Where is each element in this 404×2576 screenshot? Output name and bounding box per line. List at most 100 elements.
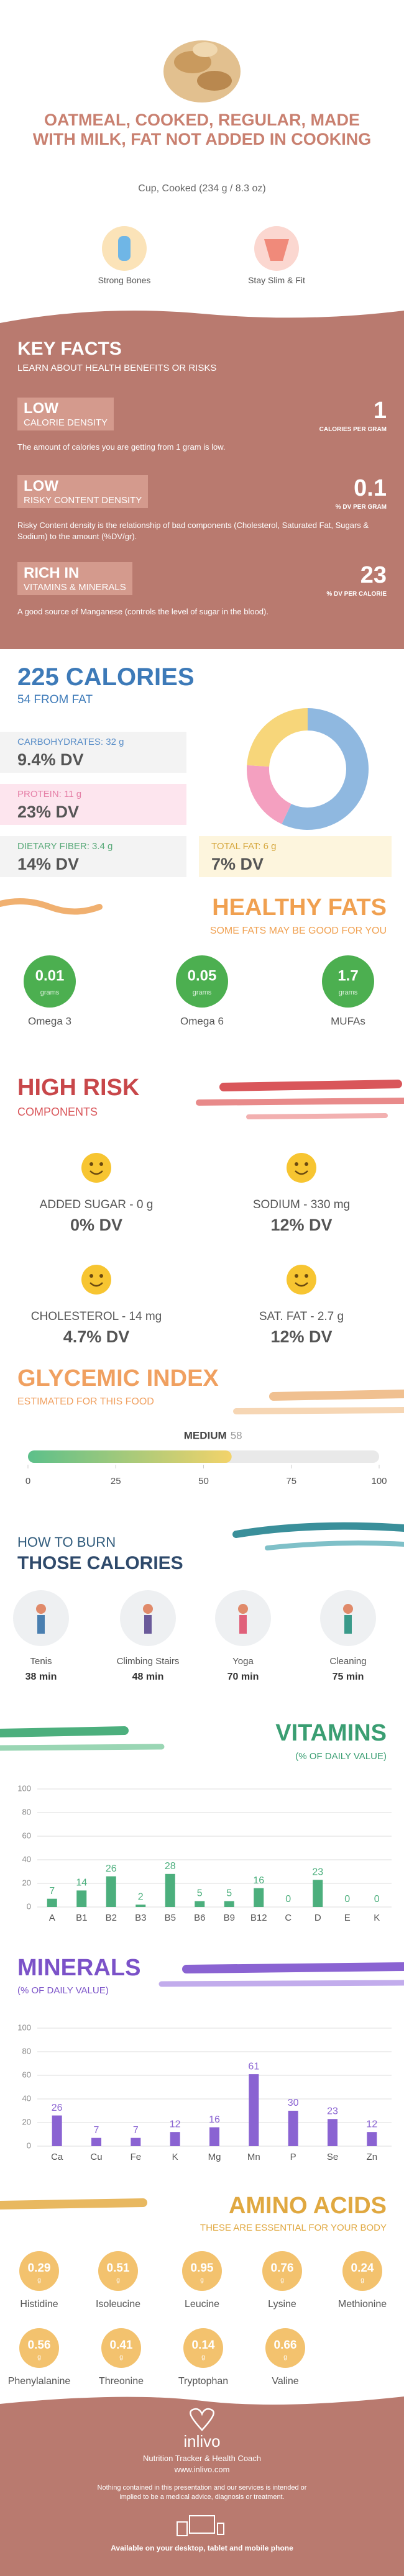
nutrient-dv: 9.4% DV [17, 750, 84, 769]
bar [131, 2137, 141, 2146]
value-label: 5 [226, 1888, 232, 1899]
gauge-tick-label: 75 [286, 1476, 296, 1486]
person [144, 1615, 152, 1634]
decoration [0, 1744, 165, 1751]
fact-level: LOW [24, 478, 58, 494]
x-tick-label: Zn [367, 2152, 378, 2162]
x-tick-label: Ca [51, 2152, 63, 2162]
amino-circle [19, 2328, 59, 2368]
fat-circle [322, 955, 374, 1008]
x-tick-label: K [172, 2152, 178, 2162]
x-tick-label: D [314, 1913, 321, 1923]
device-icon [189, 2515, 215, 2534]
nutrient-dv: 14% DV [17, 855, 80, 873]
amino-value: 0.95 [191, 2262, 214, 2275]
bar [165, 1873, 175, 1907]
smiley [287, 1265, 316, 1295]
bar [170, 2132, 180, 2146]
fact-text: The amount of calories you are getting f… [17, 442, 226, 452]
donut-segment [282, 708, 369, 830]
section-subtitle: SOME FATS MAY BE GOOD FOR YOU [209, 926, 387, 936]
smiley-eye [90, 1274, 93, 1278]
fact-label-box: LOW CALORIE DENSITY [17, 398, 114, 430]
decoration [0, 1726, 129, 1737]
bar [249, 2074, 259, 2146]
amino-name: Tryptophan [178, 2376, 228, 2387]
fact-unit: % DV PER GRAM [335, 504, 387, 511]
nutrient-dv: 23% DV [17, 803, 80, 821]
gauge-tick-label: 100 [371, 1476, 387, 1486]
decoration [219, 1080, 402, 1091]
bar [52, 2115, 62, 2146]
fact-level: LOW [24, 400, 58, 417]
activity-time: 38 min [25, 1672, 57, 1682]
fat-unit: grams [193, 989, 212, 996]
fat-name: Omega 3 [28, 1015, 71, 1027]
chart-subtitle: (% OF DAILY VALUE) [17, 1985, 109, 1996]
person [239, 1615, 247, 1634]
amino-circle [342, 2251, 382, 2291]
value-label: 26 [106, 1864, 117, 1874]
gauge-value: 58 [231, 1429, 242, 1441]
value-label: 0 [374, 1894, 380, 1905]
nutrient-box: DIETARY FIBER: 3.4 g 14% DV [0, 836, 186, 877]
section-subtitle: LEARN ABOUT HEALTH BENEFITS OR RISKS [17, 363, 217, 373]
calories-title: 225 CALORIES [17, 663, 195, 691]
amino-unit: g [37, 2277, 41, 2284]
x-tick-label: B6 [194, 1913, 205, 1923]
activity-time: 75 min [333, 1672, 364, 1682]
fat-name: MUFAs [331, 1015, 365, 1027]
fat-value: 0.05 [188, 967, 217, 984]
value-label: 12 [170, 2119, 181, 2129]
y-tick-label: 0 [27, 2141, 31, 2150]
amino-name: Methionine [338, 2299, 387, 2310]
activity-name: Tenis [30, 1656, 52, 1667]
x-tick-label: Se [327, 2152, 338, 2162]
y-tick-label: 60 [22, 1831, 31, 1840]
bar [209, 2127, 219, 2146]
activity-name: Yoga [232, 1656, 254, 1667]
amino-value: 0.29 [28, 2262, 51, 2275]
bar [288, 2111, 298, 2146]
fact-label-box: LOW RISKY CONTENT DENSITY [17, 475, 149, 508]
fact-unit: % DV PER CALORIE [326, 591, 387, 598]
x-tick-label: Cu [90, 2152, 102, 2162]
nutrient-box: CARBOHYDRATES: 32 g 9.4% DV [0, 732, 186, 773]
nutrient-name: PROTEIN: 11 g [17, 789, 82, 799]
fat-value: 1.7 [337, 967, 358, 984]
value-label: 61 [248, 2061, 259, 2072]
chart-subtitle: (% OF DAILY VALUE) [295, 1751, 387, 1762]
decoration [246, 1113, 388, 1119]
fact-label: RISKY CONTENT DENSITY [24, 495, 142, 506]
bar [254, 1888, 264, 1907]
gauge-fill [28, 1450, 232, 1463]
decoration [158, 1980, 404, 1987]
person [37, 1615, 45, 1634]
nutrient-name: CARBOHYDRATES: 32 g [17, 737, 124, 747]
x-tick-label: B2 [106, 1913, 117, 1923]
decoration [233, 1407, 404, 1414]
x-tick-label: A [49, 1913, 55, 1923]
smiley [81, 1265, 111, 1295]
person [36, 1604, 46, 1614]
y-tick-label: 80 [22, 1807, 31, 1816]
tagline: Nutrition Tracker & Health Coach [142, 2454, 262, 2463]
available: Available on your desktop, tablet and mo… [111, 2544, 293, 2552]
section-title: GLYCEMIC INDEX [17, 1365, 219, 1391]
badge-label: Strong Bones [98, 275, 151, 285]
x-tick-label: B3 [135, 1913, 146, 1923]
fact-text: Risky Content density is the relationshi… [17, 521, 369, 541]
smiley-eye [295, 1162, 298, 1166]
slim-icon [264, 239, 289, 261]
x-tick-label: B9 [224, 1913, 235, 1923]
bar [91, 2137, 101, 2146]
smiley-eye [295, 1274, 298, 1278]
decoration [196, 1098, 404, 1106]
bar [313, 1880, 323, 1907]
section-subtitle: THESE ARE ESSENTIAL FOR YOUR BODY [200, 2223, 387, 2233]
activity-name: Cleaning [329, 1656, 366, 1667]
amino-circle [182, 2251, 222, 2291]
decoration [269, 1390, 404, 1401]
bar [76, 1890, 87, 1907]
bar [47, 1898, 57, 1907]
